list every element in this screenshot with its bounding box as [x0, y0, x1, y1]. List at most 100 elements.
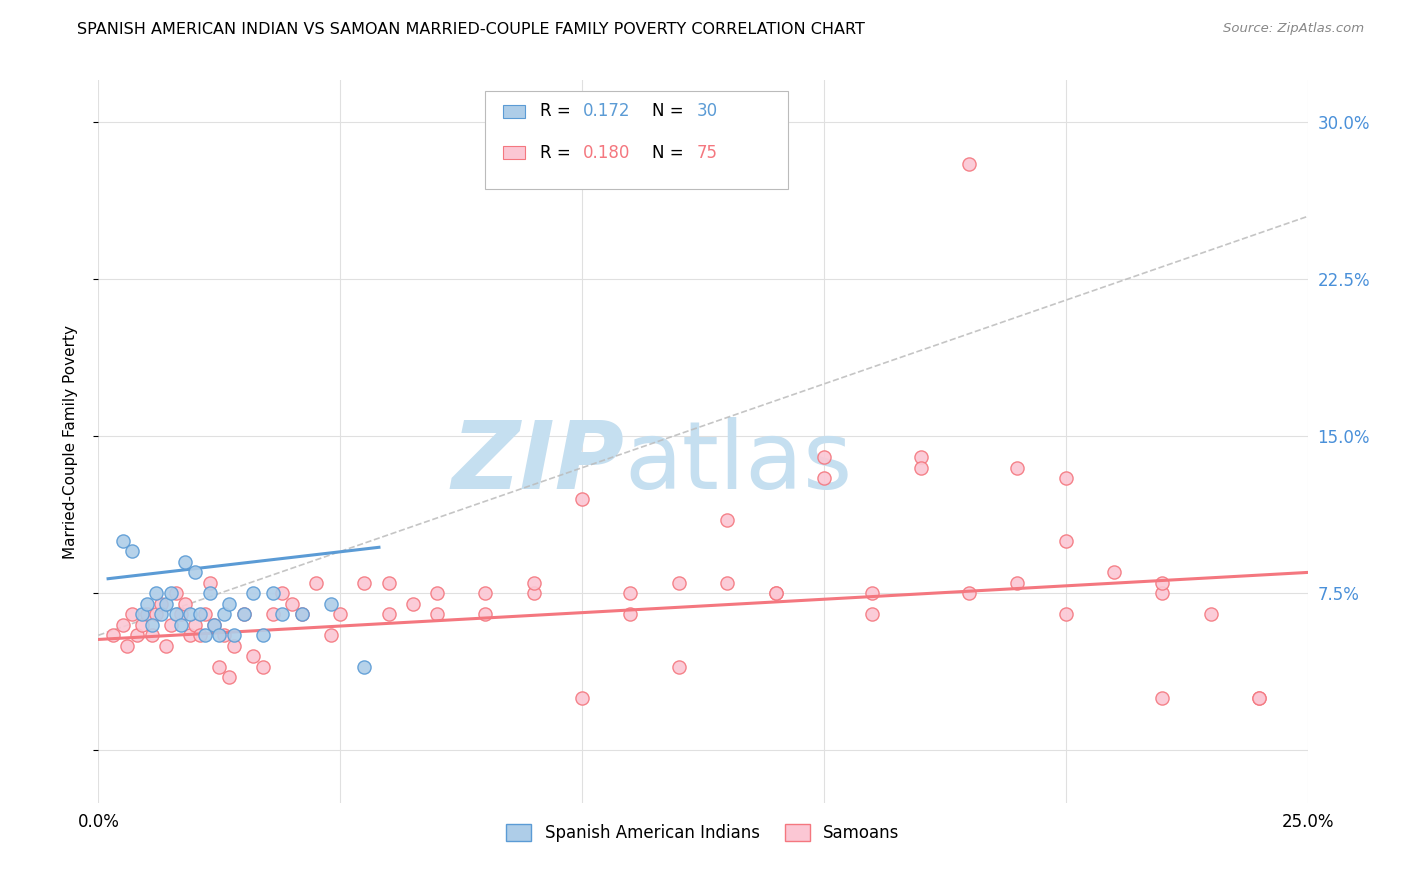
- Point: [957, 586, 980, 600]
- Point: [208, 628, 231, 642]
- Point: [765, 586, 787, 600]
- Point: [218, 670, 240, 684]
- Point: [198, 575, 221, 590]
- Point: [319, 628, 342, 642]
- Point: [212, 628, 235, 642]
- Text: SPANISH AMERICAN INDIAN VS SAMOAN MARRIED-COUPLE FAMILY POVERTY CORRELATION CHAR: SPANISH AMERICAN INDIAN VS SAMOAN MARRIE…: [77, 22, 865, 37]
- Point: [1054, 607, 1077, 622]
- Point: [523, 575, 546, 590]
- Point: [141, 628, 163, 642]
- FancyBboxPatch shape: [503, 105, 526, 118]
- Point: [111, 534, 134, 549]
- Point: [174, 597, 197, 611]
- Point: [668, 575, 690, 590]
- Point: [150, 597, 173, 611]
- Point: [1054, 534, 1077, 549]
- Point: [1054, 471, 1077, 485]
- Point: [242, 586, 264, 600]
- Text: 75: 75: [697, 144, 718, 161]
- Point: [204, 617, 226, 632]
- Point: [910, 450, 932, 465]
- Point: [910, 460, 932, 475]
- Point: [232, 607, 254, 622]
- Point: [222, 639, 245, 653]
- Point: [101, 628, 124, 642]
- Point: [813, 471, 835, 485]
- Point: [188, 628, 211, 642]
- Point: [218, 597, 240, 611]
- Point: [232, 607, 254, 622]
- Text: N =: N =: [652, 103, 689, 120]
- Point: [402, 597, 425, 611]
- Point: [329, 607, 352, 622]
- Point: [184, 617, 207, 632]
- Point: [1007, 460, 1029, 475]
- Point: [668, 659, 690, 673]
- Point: [117, 639, 139, 653]
- Text: Source: ZipAtlas.com: Source: ZipAtlas.com: [1223, 22, 1364, 36]
- Point: [319, 597, 342, 611]
- Text: 0.172: 0.172: [583, 103, 631, 120]
- Point: [271, 607, 294, 622]
- Y-axis label: Married-Couple Family Poverty: Married-Couple Family Poverty: [63, 325, 77, 558]
- Point: [135, 607, 157, 622]
- Point: [353, 575, 375, 590]
- Point: [619, 586, 641, 600]
- Point: [127, 628, 149, 642]
- Point: [716, 575, 738, 590]
- Point: [111, 617, 134, 632]
- Point: [523, 586, 546, 600]
- Point: [194, 607, 217, 622]
- Point: [353, 659, 375, 673]
- Point: [131, 607, 153, 622]
- Point: [155, 639, 177, 653]
- Point: [716, 513, 738, 527]
- Point: [188, 607, 211, 622]
- Point: [262, 607, 284, 622]
- Point: [1152, 691, 1174, 706]
- Text: atlas: atlas: [624, 417, 852, 509]
- Point: [305, 575, 328, 590]
- Point: [571, 492, 593, 507]
- Point: [1199, 607, 1222, 622]
- Text: ZIP: ZIP: [451, 417, 624, 509]
- Point: [252, 628, 274, 642]
- Point: [1249, 691, 1271, 706]
- Point: [184, 566, 207, 580]
- Point: [290, 607, 312, 622]
- Point: [169, 617, 191, 632]
- Point: [765, 586, 787, 600]
- Point: [426, 586, 449, 600]
- Point: [135, 597, 157, 611]
- Point: [619, 607, 641, 622]
- Point: [377, 575, 399, 590]
- Point: [145, 586, 167, 600]
- Point: [169, 607, 191, 622]
- Point: [222, 628, 245, 642]
- Point: [204, 617, 226, 632]
- Point: [131, 617, 153, 632]
- Point: [121, 544, 143, 558]
- Point: [252, 659, 274, 673]
- Point: [860, 607, 883, 622]
- Text: N =: N =: [652, 144, 689, 161]
- Point: [165, 586, 187, 600]
- Point: [150, 607, 173, 622]
- Point: [165, 607, 187, 622]
- Point: [179, 628, 201, 642]
- Point: [271, 586, 294, 600]
- Point: [1007, 575, 1029, 590]
- Legend: Spanish American Indians, Samoans: Spanish American Indians, Samoans: [499, 817, 907, 848]
- Point: [290, 607, 312, 622]
- Point: [1102, 566, 1125, 580]
- Point: [957, 157, 980, 171]
- Point: [179, 607, 201, 622]
- Point: [194, 628, 217, 642]
- Text: R =: R =: [540, 103, 576, 120]
- Point: [1152, 586, 1174, 600]
- Point: [198, 586, 221, 600]
- Point: [474, 607, 496, 622]
- Point: [155, 597, 177, 611]
- Point: [813, 450, 835, 465]
- Point: [160, 586, 183, 600]
